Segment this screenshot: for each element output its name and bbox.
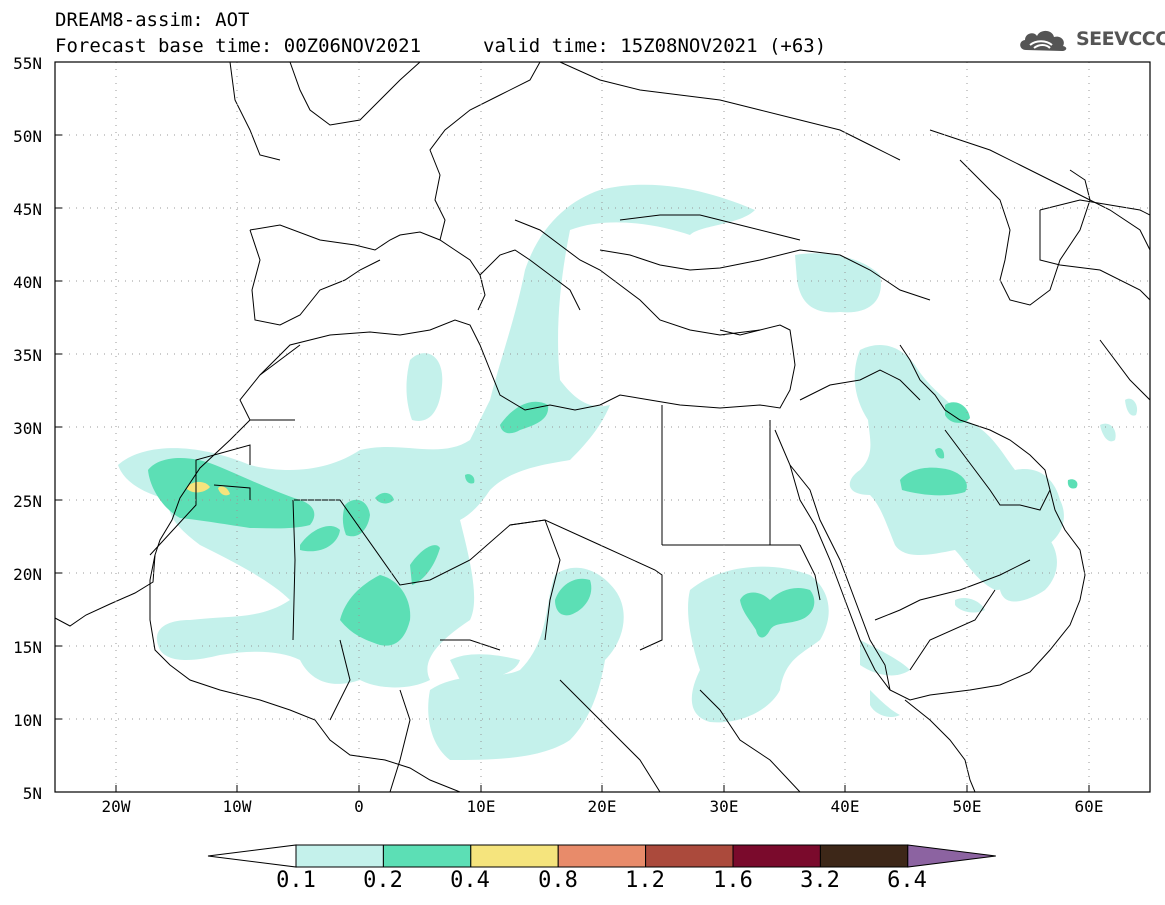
colorbar-label: 0.4 bbox=[450, 868, 490, 893]
aot-shading bbox=[118, 184, 1138, 760]
lat-label: 55N bbox=[13, 54, 42, 73]
lat-label: 15N bbox=[13, 638, 42, 657]
colorbar-label: 3.2 bbox=[800, 868, 840, 893]
lat-label: 45N bbox=[13, 200, 42, 219]
colorbar-swatch bbox=[295, 844, 384, 868]
colorbar-swatch bbox=[557, 844, 647, 868]
axis-ticks bbox=[55, 134, 1090, 792]
lon-label: 50E bbox=[952, 797, 982, 816]
lat-label: 30N bbox=[13, 419, 42, 438]
lat-label: 10N bbox=[13, 711, 42, 730]
forecast-base-time: Forecast base time: 00Z06NOV2021 bbox=[55, 35, 422, 57]
map-title: DREAM8-assim: AOT bbox=[55, 9, 250, 31]
colorbar-label: 0.1 bbox=[276, 868, 316, 893]
lon-label: 30E bbox=[709, 797, 739, 816]
lat-label: 40N bbox=[13, 273, 42, 292]
logo-text: SEEVCCC bbox=[1076, 28, 1165, 50]
colorbar-swatch bbox=[819, 844, 909, 868]
lon-label: 10W bbox=[222, 797, 252, 816]
cloud-icon bbox=[1020, 30, 1067, 51]
aot-level-0.1 bbox=[118, 184, 1138, 760]
colorbar-label: 1.6 bbox=[713, 868, 753, 893]
colorbar bbox=[207, 844, 996, 868]
lon-label: 0 bbox=[354, 797, 364, 816]
lat-label: 20N bbox=[13, 565, 42, 584]
aot-level-0.4 bbox=[186, 481, 230, 496]
map-grid bbox=[55, 62, 1150, 792]
coastlines bbox=[55, 62, 1150, 792]
valid-time: valid time: 15Z08NOV2021 (+63) bbox=[483, 35, 827, 57]
colorbar-over-triangle bbox=[907, 844, 996, 868]
lon-label: 10E bbox=[466, 797, 496, 816]
colorbar-label: 0.8 bbox=[538, 868, 578, 893]
lon-label: 20E bbox=[587, 797, 617, 816]
lat-label: 25N bbox=[13, 492, 42, 511]
colorbar-under-triangle bbox=[207, 844, 297, 868]
colorbar-label: 6.4 bbox=[887, 868, 927, 893]
aot-level-0.2 bbox=[148, 401, 1078, 646]
colorbar-swatch bbox=[382, 844, 472, 868]
lon-label: 20W bbox=[101, 797, 131, 816]
lon-label: 40E bbox=[830, 797, 860, 816]
lat-label: 50N bbox=[13, 127, 42, 146]
colorbar-label: 0.2 bbox=[363, 868, 403, 893]
lat-label: 35N bbox=[13, 346, 42, 365]
colorbar-swatch bbox=[645, 844, 734, 868]
colorbar-swatch bbox=[470, 844, 559, 868]
lat-label: 5N bbox=[22, 784, 42, 803]
lon-label: 60E bbox=[1074, 797, 1104, 816]
seevccc-logo: SEEVCCC bbox=[1016, 22, 1165, 56]
colorbar-label: 1.2 bbox=[625, 868, 665, 893]
colorbar-swatch bbox=[732, 844, 821, 868]
